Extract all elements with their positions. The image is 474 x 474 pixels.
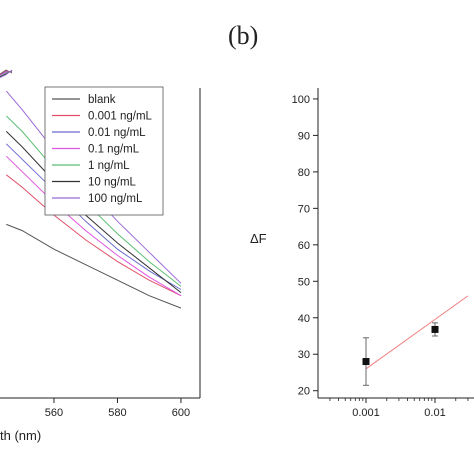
- series-line: [6, 223, 182, 309]
- legend-label: 0.001 ng/mL: [88, 111, 153, 123]
- right-y-tick-label: 70: [298, 203, 310, 215]
- data-point: [431, 325, 439, 333]
- left-x-tick-label: 600: [172, 407, 190, 419]
- right-y-tick-label: 50: [298, 276, 310, 288]
- right-y-tick-label: 20: [298, 386, 310, 398]
- right-y-tick-label: 30: [298, 349, 310, 361]
- legend-label: 1 ng/mL: [88, 160, 130, 172]
- series-line: [5, 155, 182, 297]
- right-y-tick-label: 90: [298, 130, 310, 142]
- right-y-tick-label: 80: [298, 167, 310, 179]
- right-y-axis-title: ΔF: [250, 231, 267, 246]
- series-line: [5, 174, 182, 297]
- legend-label: 100 ng/mL: [88, 193, 143, 205]
- legend-label: 0.01 ng/mL: [88, 127, 146, 139]
- legend-label: 10 ng/mL: [88, 177, 137, 189]
- right-y-tick-label: 40: [298, 313, 310, 325]
- left-spectra-panel: 560 580 600 th (nm) blank 0.001 ng/mL 0.01 n…: [0, 69, 201, 443]
- legend-label: blank: [88, 94, 116, 106]
- legend-label: 0.1 ng/mL: [88, 144, 140, 156]
- fit-line: [365, 295, 469, 370]
- left-x-tick-label: 560: [45, 407, 63, 419]
- right-y-tick-label: 100: [292, 94, 310, 106]
- legend: blank 0.001 ng/mL 0.01 ng/mL 0.1 ng/mL 1 ng/…: [44, 86, 164, 216]
- right-calibration-panel: 20 30 40 50 60 70 80 90 100 0.001 0.01 ΔF: [250, 88, 474, 419]
- series-line: [5, 143, 182, 290]
- right-x-tick-label: 0.01: [424, 407, 445, 419]
- left-x-tick-label: 580: [108, 407, 126, 419]
- left-x-axis-title: th (nm): [0, 428, 41, 443]
- series-peak-fragment: [0, 69, 13, 78]
- right-y-tick-label: 60: [298, 240, 310, 252]
- data-point: [362, 358, 370, 366]
- panel-label-b: (b): [228, 21, 258, 50]
- legend-box: [44, 86, 164, 216]
- right-x-tick-label: 0.001: [352, 407, 380, 419]
